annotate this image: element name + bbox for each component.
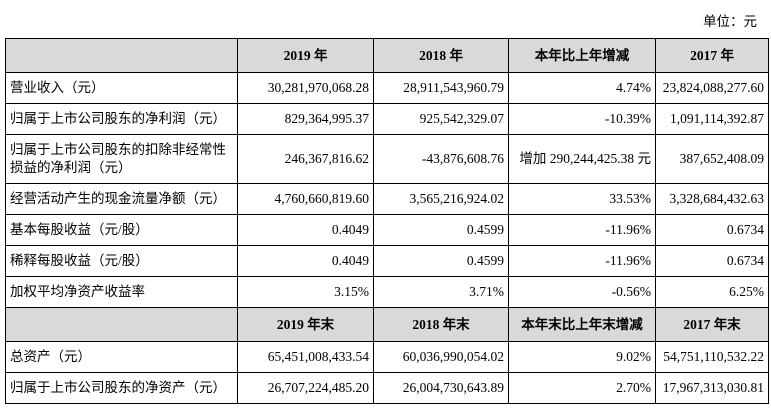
row-label: 加权平均净资产收益率	[5, 276, 238, 308]
value-cell: -11.96%	[508, 245, 656, 277]
value-cell: -10.39%	[508, 103, 656, 135]
header-cell: 2018 年末	[373, 307, 509, 342]
value-cell: 17,967,313,030.81	[655, 372, 769, 404]
value-cell: 2.70%	[508, 372, 656, 404]
value-cell: 33.53%	[508, 183, 656, 215]
header-cell: 2019 年末	[237, 307, 374, 342]
value-cell: 0.4599	[373, 245, 509, 277]
value-cell: 0.6734	[655, 214, 769, 246]
data-row: 稀释每股收益（元/股） 0.4049 0.4599 -11.96% 0.6734	[5, 245, 769, 277]
data-row: 归属于上市公司股东的净利润（元） 829,364,995.37 925,542,32…	[5, 103, 769, 135]
value-cell: 3.71%	[373, 276, 509, 308]
value-cell: 6.25%	[655, 276, 769, 308]
value-cell: 3,328,684,432.63	[655, 183, 769, 215]
value-cell: 65,451,008,433.54	[237, 341, 374, 373]
data-row: 归属于上市公司股东的扣除非经常性损益的净利润（元） 246,367,816.62-…	[5, 134, 769, 184]
row-label: 稀释每股收益（元/股）	[5, 245, 238, 277]
value-cell: -0.56%	[508, 276, 656, 308]
data-row: 基本每股收益（元/股） 0.4049 0.4599 -11.96% 0.6734	[5, 214, 769, 246]
row-label: 基本每股收益（元/股）	[5, 214, 238, 246]
data-row: 归属于上市公司股东的净资产（元） 26,707,224,485.20 26,004,…	[5, 372, 769, 404]
data-row: 总资产（元） 65,451,008,433.54 60,036,990,054.02…	[5, 341, 769, 373]
value-cell: 1,091,114,392.87	[655, 103, 769, 135]
value-cell: 28,911,543,960.79	[373, 72, 509, 104]
value-cell: 9.02%	[508, 341, 656, 373]
value-cell: 829,364,995.37	[237, 103, 374, 135]
value-cell: 26,707,224,485.20	[237, 372, 374, 404]
value-cell: 246,367,816.62	[237, 134, 374, 184]
row-label: 经营活动产生的现金流量净额（元）	[5, 183, 238, 215]
header-cell: 本年末比上年末增减	[508, 307, 656, 342]
header-cell	[5, 38, 238, 73]
value-cell: 23,824,088,277.60	[655, 72, 769, 104]
row-label: 归属于上市公司股东的净利润（元）	[5, 103, 238, 135]
value-cell: -43,876,608.76	[373, 134, 509, 184]
value-cell: 0.4049	[237, 245, 374, 277]
row-label: 归属于上市公司股东的扣除非经常性损益的净利润（元）	[5, 134, 238, 184]
value-cell: 925,542,329.07	[373, 103, 509, 135]
unit-label: 单位：元	[703, 14, 757, 29]
value-cell: 60,036,990,054.02	[373, 341, 509, 373]
header-row: 2019 年 2018 年本年比上年增减 2017 年	[5, 38, 769, 73]
header-cell	[5, 307, 238, 342]
value-cell: 0.4599	[373, 214, 509, 246]
data-row: 经营活动产生的现金流量净额（元） 4,760,660,819.60 3,565,21…	[5, 183, 769, 215]
value-cell: 54,751,110,532.22	[655, 341, 769, 373]
value-cell: 4.74%	[508, 72, 656, 104]
row-label: 总资产（元）	[5, 341, 238, 373]
header-cell: 2017 年末	[655, 307, 769, 342]
value-cell: -11.96%	[508, 214, 656, 246]
row-label: 营业收入（元）	[5, 72, 238, 104]
data-row: 加权平均净资产收益率 3.15% 3.71% -0.56% 6.25%	[5, 276, 769, 308]
value-cell: 0.4049	[237, 214, 374, 246]
value-cell: 30,281,970,068.28	[237, 72, 374, 104]
value-cell: 0.6734	[655, 245, 769, 277]
header-row: 2019 年末 2018 年末 本年末比上年末增减 2017 年末	[5, 307, 769, 342]
header-cell: 2017 年	[655, 38, 769, 73]
financial-table: 2019 年 2018 年本年比上年增减 2017 年营业收入（元） 30,281,9…	[5, 38, 769, 404]
value-cell: 增加 290,244,425.38 元	[508, 134, 656, 184]
header-cell: 2019 年	[237, 38, 374, 73]
header-cell: 2018 年	[373, 38, 509, 73]
value-cell: 3.15%	[237, 276, 374, 308]
value-cell: 4,760,660,819.60	[237, 183, 374, 215]
value-cell: 387,652,408.09	[655, 134, 769, 184]
data-row: 营业收入（元） 30,281,970,068.28 28,911,543,960.7…	[5, 72, 769, 104]
value-cell: 26,004,730,643.89	[373, 372, 509, 404]
value-cell: 3,565,216,924.02	[373, 183, 509, 215]
row-label: 归属于上市公司股东的净资产（元）	[5, 372, 238, 404]
header-cell: 本年比上年增减	[508, 38, 656, 73]
